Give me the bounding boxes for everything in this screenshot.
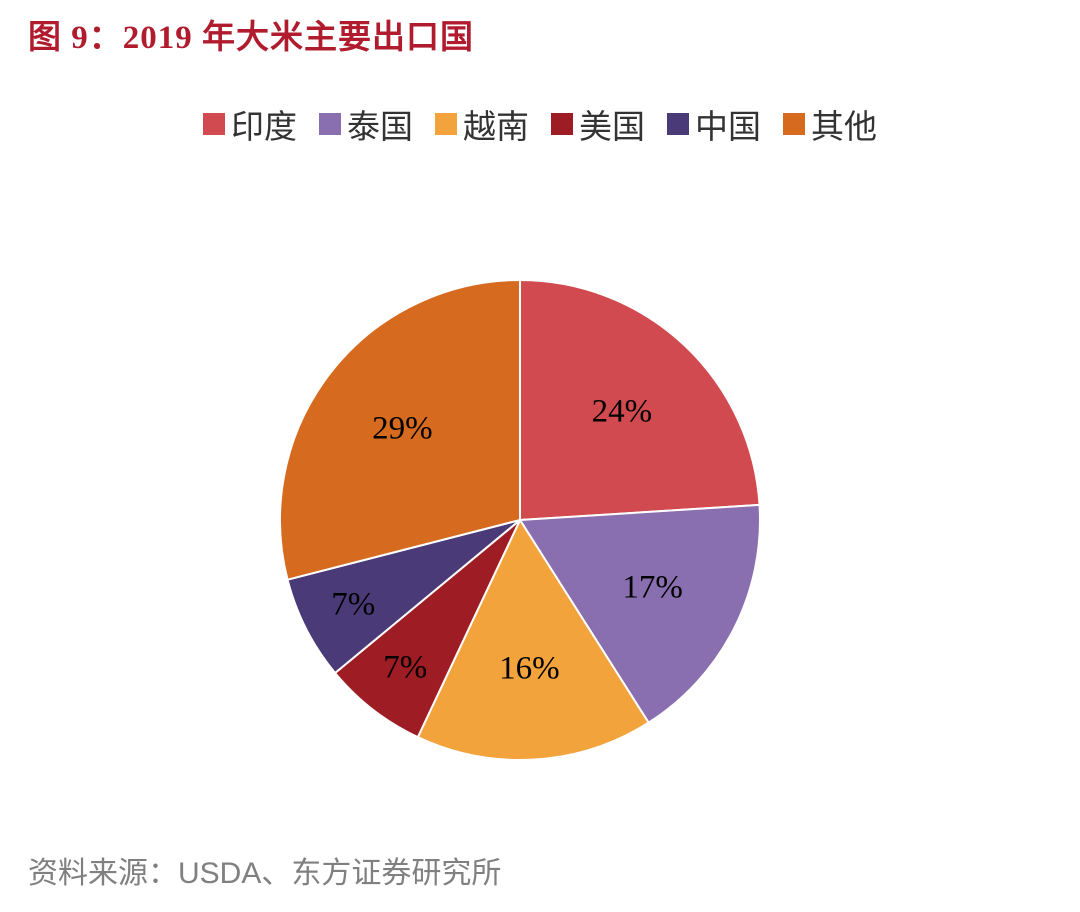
slice-label: 16%: [499, 650, 560, 687]
legend-swatch: [319, 113, 341, 135]
legend-swatch: [435, 113, 457, 135]
legend: 印度 泰国 越南 美国 中国 其他: [0, 100, 1080, 148]
source-text: 资料来源：USDA、东方证券研究所: [28, 848, 501, 892]
slice-label: 24%: [592, 393, 653, 430]
legend-label: 其他: [811, 100, 877, 148]
legend-swatch: [783, 113, 805, 135]
chart-title: 图 9：2019 年大米主要出口国: [28, 10, 474, 58]
legend-item: 美国: [551, 100, 645, 148]
pie-svg: [280, 280, 760, 760]
legend-item: 印度: [203, 100, 297, 148]
pie-chart: 24% 17% 16% 7%7% 29%: [280, 280, 760, 760]
legend-swatch: [551, 113, 573, 135]
slice-label: 29%: [372, 410, 433, 447]
legend-swatch: [203, 113, 225, 135]
legend-item: 其他: [783, 100, 877, 148]
legend-label: 中国: [695, 100, 761, 148]
legend-label: 印度: [231, 100, 297, 148]
legend-label: 泰国: [347, 100, 413, 148]
slice-label: 7%: [383, 649, 427, 686]
slice-label: 7%: [331, 586, 375, 623]
legend-item: 泰国: [319, 100, 413, 148]
slice-label: 17%: [622, 569, 683, 606]
legend-item: 中国: [667, 100, 761, 148]
legend-label: 美国: [579, 100, 645, 148]
legend-swatch: [667, 113, 689, 135]
legend-item: 越南: [435, 100, 529, 148]
legend-label: 越南: [463, 100, 529, 148]
